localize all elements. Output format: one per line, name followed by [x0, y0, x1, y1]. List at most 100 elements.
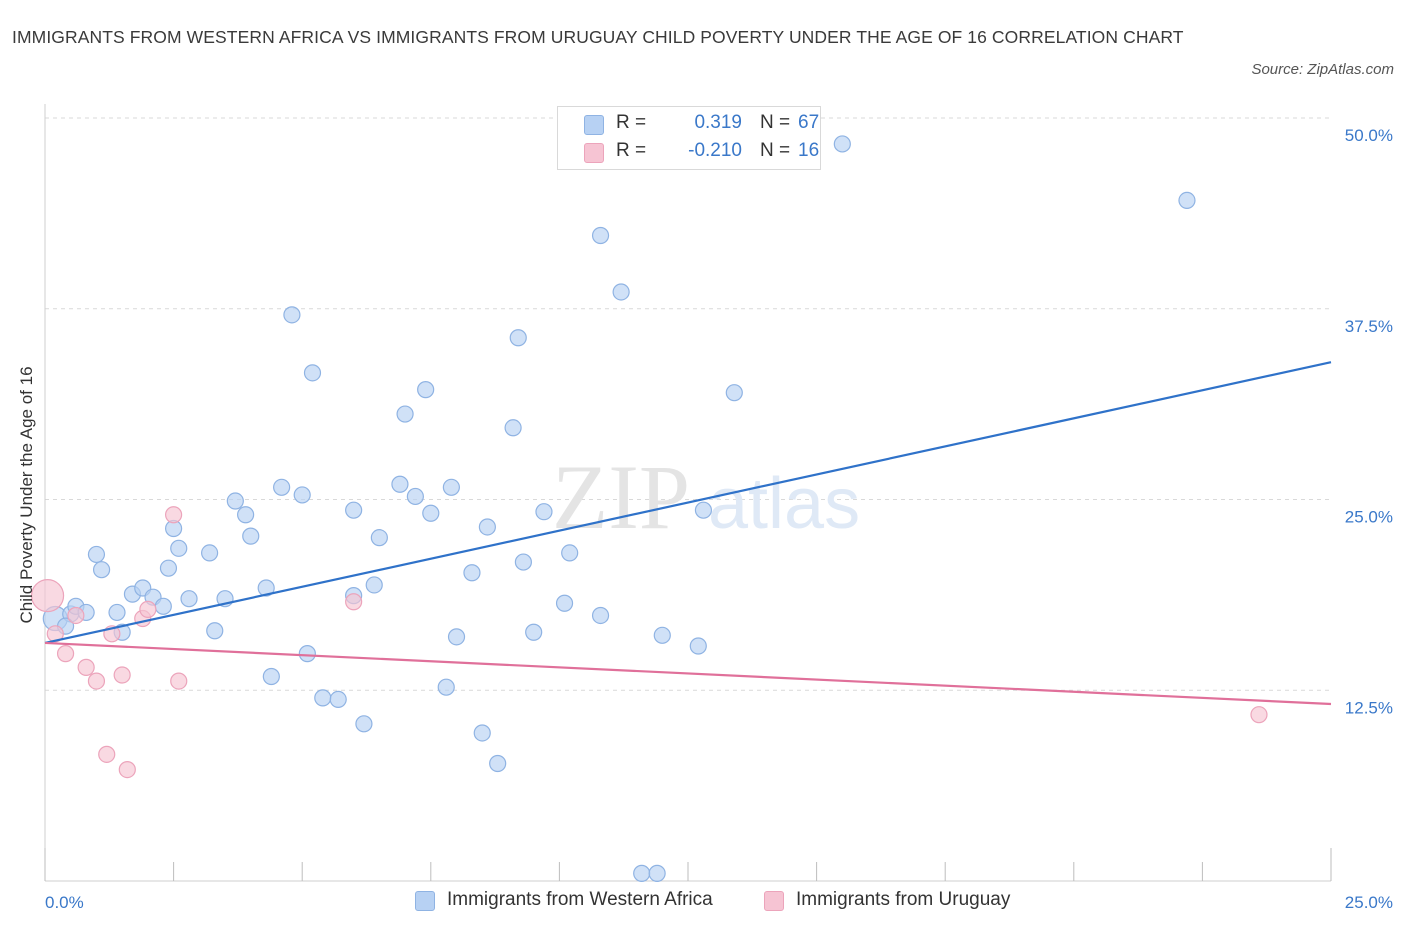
data-point	[113, 666, 131, 684]
data-point	[725, 384, 743, 402]
r-label: R =	[616, 140, 647, 161]
data-point	[154, 597, 172, 615]
data-point	[170, 672, 188, 690]
data-point	[293, 486, 311, 504]
data-point	[370, 529, 388, 547]
data-point	[489, 754, 507, 773]
data-point	[535, 503, 553, 521]
data-point	[87, 672, 106, 690]
axis-ticks	[44, 848, 1332, 881]
data-point	[108, 603, 126, 622]
data-point	[298, 645, 316, 663]
r-value: 0.319	[694, 112, 742, 133]
data-point	[591, 606, 610, 625]
data-point	[77, 658, 95, 676]
data-point	[329, 690, 347, 709]
data-point	[139, 600, 157, 618]
stats-box: R = 0.319 N = 67 R = -0.210 N = 16	[557, 106, 821, 170]
data-point	[303, 364, 322, 382]
series-uruguay-points	[30, 506, 1268, 779]
data-point	[170, 539, 188, 557]
trend-lines	[44, 361, 1332, 706]
y-tick-labels: 50.0% 37.5% 25.0% 12.5%	[1345, 126, 1393, 717]
data-point	[226, 492, 244, 510]
source-label: Source: ZipAtlas.com	[1251, 61, 1394, 78]
data-point	[648, 864, 666, 882]
n-value: 16	[798, 140, 820, 161]
y-tick-label: 37.5%	[1345, 317, 1393, 336]
data-point	[447, 628, 466, 646]
data-point	[694, 501, 713, 519]
data-point	[1250, 706, 1268, 724]
data-point	[237, 506, 255, 524]
n-label: N =	[760, 112, 791, 133]
legend: Immigrants from Western Africa Immigrant…	[0, 889, 1406, 915]
data-point	[422, 504, 440, 522]
data-point	[92, 561, 111, 579]
data-point	[165, 506, 183, 524]
data-point	[180, 590, 198, 608]
data-point	[206, 622, 224, 640]
legend-label: Immigrants from Western Africa	[447, 889, 713, 910]
blue-swatch	[415, 891, 435, 911]
data-point	[345, 501, 363, 519]
trend-line-western-africa	[44, 361, 1332, 645]
y-axis-label: Child Poverty Under the Age of 16	[17, 366, 36, 624]
data-point	[273, 478, 291, 496]
trend-line-uruguay	[44, 641, 1332, 706]
n-value: 67	[798, 112, 820, 133]
r-value: -0.210	[688, 140, 742, 161]
data-point	[463, 564, 481, 582]
data-point	[87, 545, 106, 564]
data-point	[406, 487, 424, 506]
watermark-atlas: atlas	[708, 464, 860, 544]
data-point	[478, 518, 496, 536]
legend-label: Immigrants from Uruguay	[796, 889, 1011, 910]
pink-swatch	[584, 143, 604, 163]
chart-title: IMMIGRANTS FROM WESTERN AFRICA VS IMMIGR…	[12, 27, 1184, 47]
data-point	[391, 475, 409, 493]
data-point	[283, 306, 301, 324]
data-point	[612, 283, 630, 301]
data-point	[633, 864, 651, 882]
data-point	[653, 626, 671, 644]
data-point	[561, 544, 579, 562]
data-point	[1178, 191, 1196, 210]
data-point	[201, 544, 219, 562]
data-point	[504, 419, 522, 437]
data-point	[396, 405, 414, 423]
data-point	[355, 715, 373, 733]
x-tick-label: 0.0%	[45, 893, 84, 912]
pink-swatch	[764, 891, 784, 911]
data-point	[514, 553, 532, 571]
r-label: R =	[616, 112, 647, 133]
data-point	[442, 478, 460, 496]
blue-swatch	[584, 115, 604, 135]
data-point	[509, 329, 527, 347]
data-point	[525, 623, 543, 641]
data-point	[242, 527, 260, 545]
data-point	[257, 579, 275, 597]
data-point	[417, 381, 435, 399]
data-point	[473, 724, 491, 742]
data-point	[314, 689, 332, 707]
data-point	[437, 678, 455, 696]
x-tick-label: 25.0%	[1345, 893, 1393, 912]
data-point	[159, 559, 178, 577]
x-tick-labels: 0.0% 25.0%	[45, 893, 1393, 912]
y-tick-label: 12.5%	[1345, 698, 1393, 717]
series-western-africa-points	[42, 135, 1196, 882]
data-point	[345, 593, 363, 611]
data-point	[56, 645, 75, 663]
data-point	[591, 226, 610, 245]
data-point	[365, 576, 383, 594]
watermark-zip: ZIP	[552, 446, 690, 548]
n-label: N =	[760, 140, 791, 161]
data-point	[118, 761, 136, 779]
y-tick-label: 50.0%	[1345, 126, 1393, 145]
y-tick-label: 25.0%	[1345, 508, 1393, 527]
data-point	[30, 579, 65, 613]
data-point	[262, 667, 280, 686]
data-point	[98, 745, 116, 763]
